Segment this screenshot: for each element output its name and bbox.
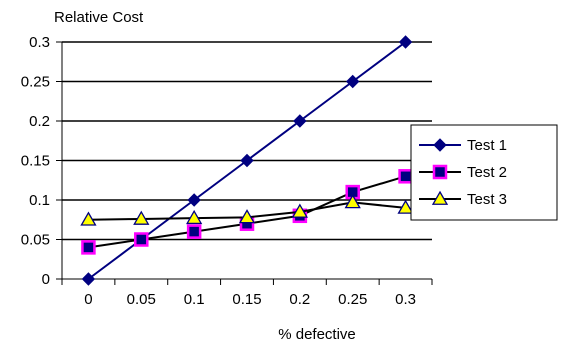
legend-entry: Test 3 [419,190,507,208]
data-point [398,35,413,49]
data-point [134,232,149,247]
y-tick-label: 0.3 [29,34,50,51]
data-point [346,74,360,89]
x-tick-label: 0.1 [184,291,205,308]
y-tick-label: 0 [42,271,50,288]
data-point [81,272,96,286]
data-point [293,114,307,128]
x-tick-labels: 0 0.05 0.1 0.15 0.2 0.25 0.3 [84,291,416,308]
data-point [344,194,361,209]
legend-marker [431,190,449,205]
y-axis-label: Relative Cost [54,9,144,26]
legend-marker [433,138,447,152]
y-tick-labels: 0 0.05 0.1 0.15 0.2 0.25 0.3 [21,34,50,288]
x-tick-label: 0.3 [395,291,416,308]
series-group [80,35,414,286]
data-point [81,240,96,255]
legend-label: Test 2 [467,164,507,181]
data-point [186,209,203,225]
data-point [186,224,202,239]
x-tick-label: 0 [84,291,92,308]
series-3 [80,194,414,226]
y-tick-label: 0.25 [21,74,50,91]
y-tick-label: 0.2 [29,113,50,130]
legend-entry: Test 2 [419,164,507,181]
data-point [291,203,308,218]
y-tick-label: 0.05 [21,232,50,249]
data-point [187,193,201,207]
legend-label: Test 3 [467,191,507,208]
data-point [398,169,413,184]
axes [56,41,433,285]
data-point [240,153,254,168]
legend: Test 1 Test 2 Test 3 [410,124,558,221]
x-axis-label: % defective [278,326,356,343]
x-tick-label: 0.2 [289,291,310,308]
x-tick-label: 0.05 [127,291,156,308]
legend-label: Test 1 [467,137,507,154]
y-tick-label: 0.15 [21,153,50,170]
data-point [397,199,414,214]
x-tick-label: 0.15 [232,291,261,308]
data-point [133,210,150,225]
y-tick-label: 0.1 [29,192,50,209]
legend-marker [432,164,448,180]
data-point [238,209,256,224]
x-tick-label: 0.25 [338,291,367,308]
data-point [80,211,97,226]
legend-entry: Test 1 [419,137,507,154]
